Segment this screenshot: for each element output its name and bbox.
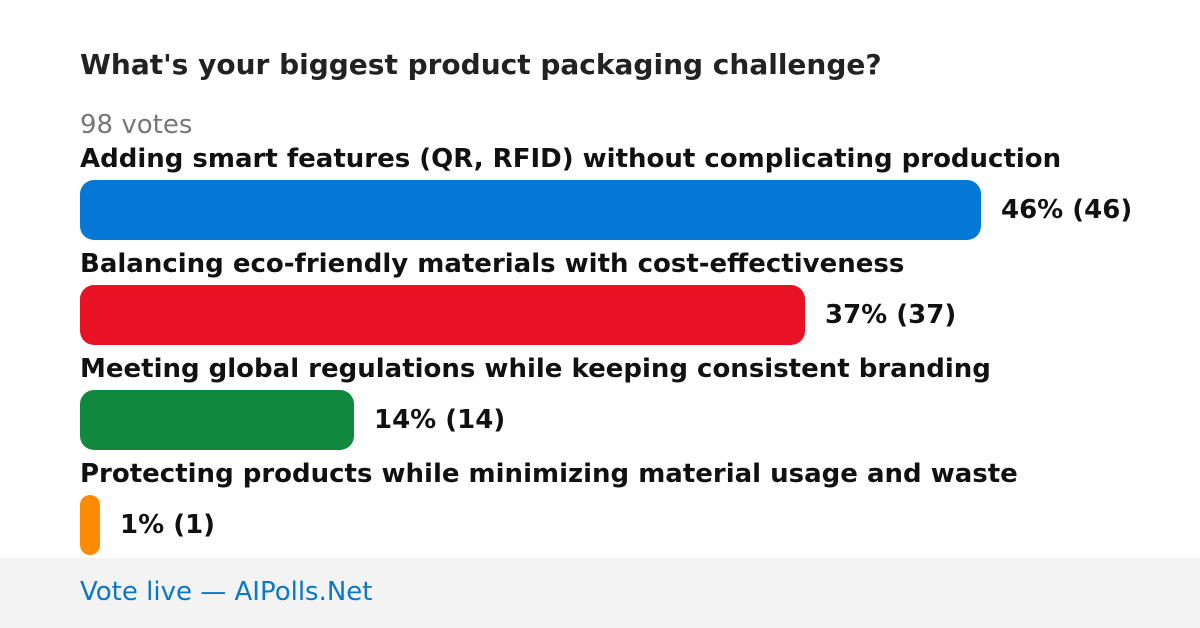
option-label: Protecting products while minimizing mat… xyxy=(80,459,1018,489)
result-bar xyxy=(80,285,805,345)
result-value-label: 14% (14) xyxy=(374,405,506,435)
result-value-label: 1% (1) xyxy=(120,510,216,540)
footer-bar: Vote live — AIPolls.Net xyxy=(0,558,1200,628)
result-value-label: 46% (46) xyxy=(1001,195,1133,225)
option-label: Balancing eco-friendly materials with co… xyxy=(80,249,905,279)
result-bar xyxy=(80,180,981,240)
result-value-label: 37% (37) xyxy=(825,300,957,330)
poll-question: What's your biggest product packaging ch… xyxy=(80,48,882,81)
vote-count: 98 votes xyxy=(80,110,193,140)
option-label: Meeting global regulations while keeping… xyxy=(80,354,991,384)
result-bar xyxy=(80,495,100,555)
option-label: Adding smart features (QR, RFID) without… xyxy=(80,144,1062,174)
result-bar xyxy=(80,390,354,450)
vote-live-link[interactable]: Vote live — AIPolls.Net xyxy=(80,577,373,607)
